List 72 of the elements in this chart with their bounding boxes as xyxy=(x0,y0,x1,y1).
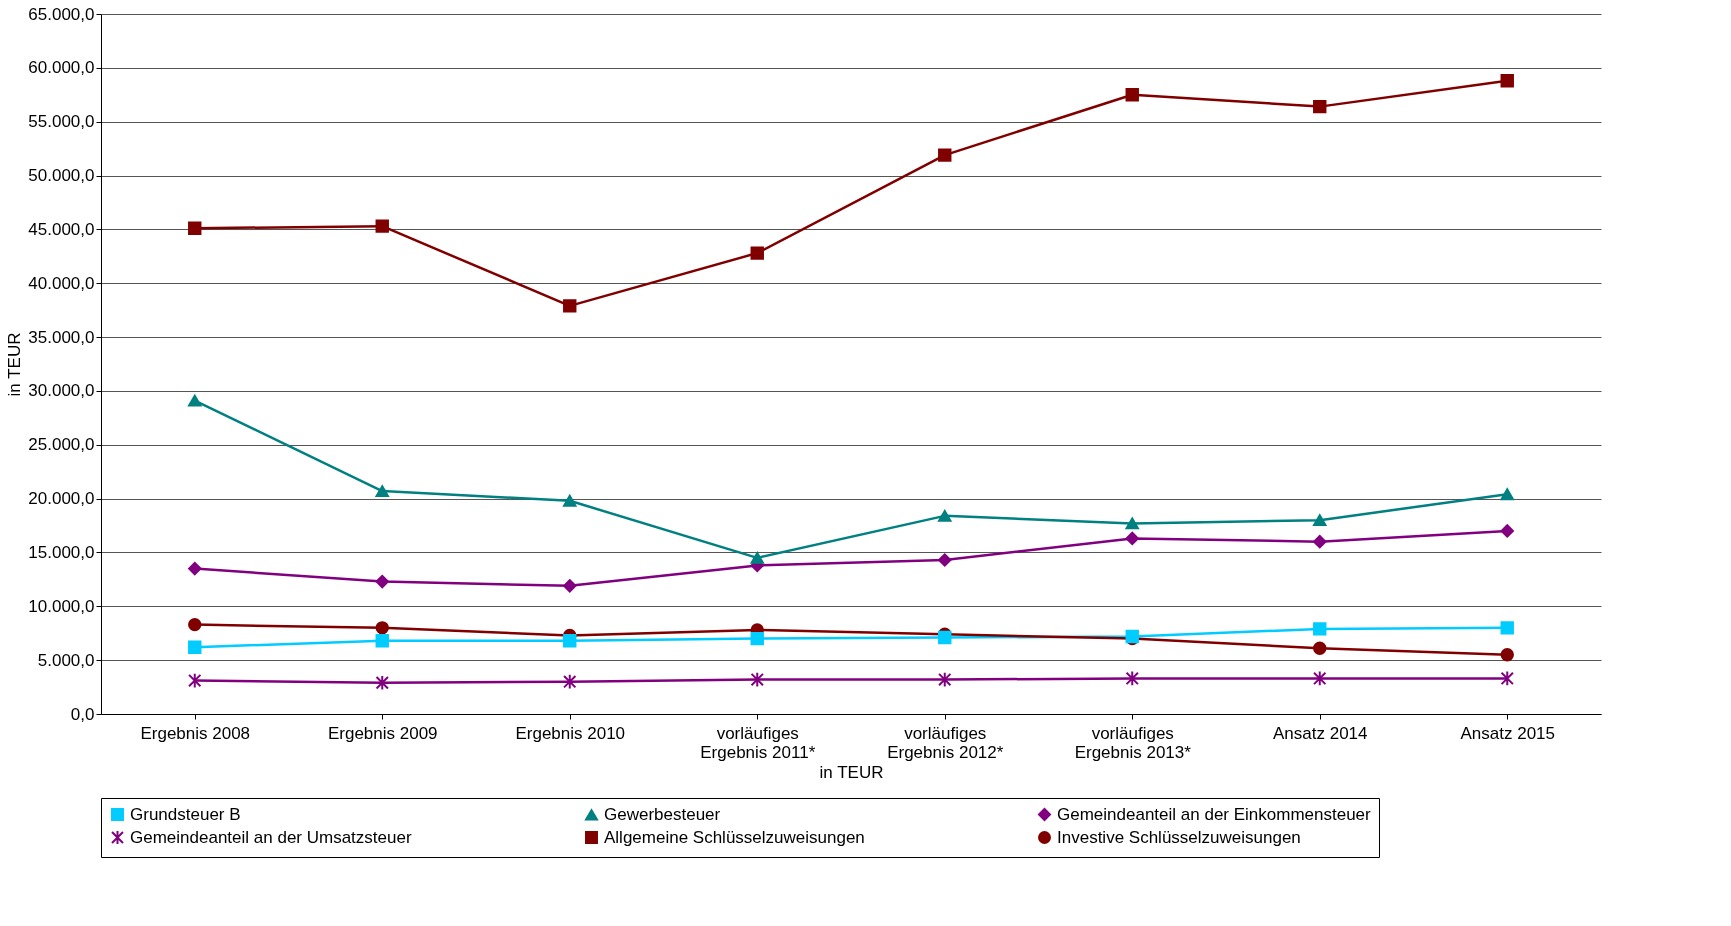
y-tick-label: 65.000,0 xyxy=(28,4,95,24)
point xyxy=(375,574,389,589)
point xyxy=(1125,531,1139,546)
x-tick-label: vorläufiges Ergebnis 2012* xyxy=(887,723,1004,762)
legend-label: Gewerbesteuer xyxy=(604,804,721,824)
point xyxy=(938,630,952,645)
point xyxy=(1125,517,1139,530)
point xyxy=(1500,524,1514,538)
y-tick-label: 10.000,0 xyxy=(28,596,95,616)
point xyxy=(750,671,764,688)
point xyxy=(188,672,202,689)
point xyxy=(563,579,577,593)
y-tick-label: 5.000,0 xyxy=(37,650,95,670)
y-tick-label: 50.000,0 xyxy=(28,166,95,186)
y-tick-label: 0,0 xyxy=(70,704,95,724)
legend-label: Gemeindeanteil an der Umsatzsteuer xyxy=(130,827,412,847)
point xyxy=(1500,670,1514,687)
x-tick-label: Ergebnis 2008 xyxy=(140,723,251,743)
point xyxy=(188,394,202,407)
y-tick-label: 40.000,0 xyxy=(28,273,95,293)
point xyxy=(1313,99,1327,114)
point xyxy=(563,494,577,507)
y-tick-label: 20.000,0 xyxy=(28,489,95,509)
point xyxy=(1500,488,1514,501)
point xyxy=(750,551,764,564)
point xyxy=(1313,641,1327,655)
legend-label: Investive Schlüsselzuweisungen xyxy=(1057,827,1301,847)
point xyxy=(563,673,577,690)
point xyxy=(938,553,952,567)
point xyxy=(1500,74,1514,88)
point xyxy=(188,221,202,236)
y-axis-title: in TEUR xyxy=(5,332,25,397)
y-tick-label: 35.000,0 xyxy=(28,327,95,347)
y-tick-label: 15.000,0 xyxy=(28,542,95,562)
point xyxy=(375,219,389,233)
point xyxy=(1500,621,1514,635)
y-tick-label: 30.000,0 xyxy=(28,381,95,401)
point xyxy=(188,617,202,632)
point xyxy=(375,634,389,648)
point xyxy=(1313,514,1327,527)
legend-label: Gemeindeanteil an der Einkommensteuer xyxy=(1057,804,1372,824)
x-tick-label: Ergebnis 2010 xyxy=(515,723,626,743)
y-tick-label: 25.000,0 xyxy=(28,435,95,455)
point xyxy=(1500,648,1514,662)
point xyxy=(375,485,389,498)
y-tick-label: 45.000,0 xyxy=(28,219,95,239)
point xyxy=(750,246,764,260)
point xyxy=(375,674,389,691)
legend-label: Grundsteuer B xyxy=(130,804,241,824)
point xyxy=(938,148,952,162)
point xyxy=(1125,88,1139,102)
point xyxy=(938,509,952,522)
x-tick-label: Ansatz 2014 xyxy=(1272,723,1368,743)
x-tick-label: vorläufiges Ergebnis 2013* xyxy=(1074,723,1192,762)
point xyxy=(938,671,952,688)
point xyxy=(1313,534,1327,549)
point xyxy=(375,621,389,635)
y-tick-label: 55.000,0 xyxy=(28,112,95,132)
point xyxy=(1313,622,1327,636)
x-axis-title: in TEUR xyxy=(819,762,884,782)
y-tick-label: 60.000,0 xyxy=(28,58,95,78)
point xyxy=(188,561,202,576)
legend-label: Allgemeine Schlüsselzuweisungen xyxy=(604,827,865,847)
x-tick-label: Ansatz 2015 xyxy=(1460,723,1556,743)
x-tick-label: Ergebnis 2009 xyxy=(327,723,438,743)
point xyxy=(188,640,202,654)
point xyxy=(1313,670,1327,687)
x-tick-label: vorläufiges Ergebnis 2011* xyxy=(700,723,816,762)
point xyxy=(750,631,764,646)
point xyxy=(563,634,577,648)
point xyxy=(563,299,577,313)
point xyxy=(1125,670,1139,687)
